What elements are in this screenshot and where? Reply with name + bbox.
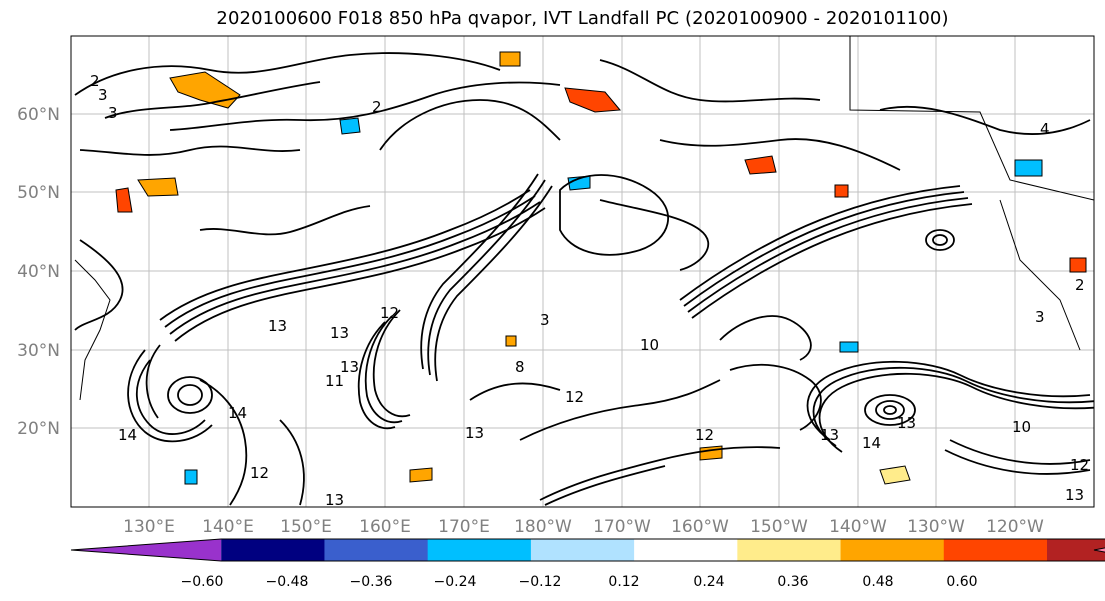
qvapor-shading [115, 51, 1087, 485]
lat-label: 40°N [17, 262, 60, 282]
contour-label: 2 [372, 98, 382, 116]
colorbar-bin [221, 539, 325, 561]
colorbar-tick: −0.60 [181, 574, 224, 590]
contour-label: 10 [640, 336, 659, 354]
colorbar-tick: −0.12 [519, 574, 562, 590]
contour-label: 12 [380, 304, 399, 322]
colorbar-bin [530, 539, 635, 561]
colorbar-tick: −0.48 [266, 574, 309, 590]
contour-label: 13 [465, 424, 484, 442]
contour-label: 14 [862, 434, 881, 452]
map-border [70, 35, 1095, 508]
lon-label: 140°W [829, 517, 887, 537]
contour-label: 3 [1035, 308, 1045, 326]
colorbar-bin [427, 539, 532, 561]
colorbar-tick: −0.24 [434, 574, 477, 590]
contour-label: 3 [540, 311, 550, 329]
colorbar-tick: 0.36 [777, 574, 808, 590]
contour-label: 13 [1065, 486, 1084, 504]
contour-label: 11 [325, 372, 344, 390]
colorbar-bin [1047, 539, 1105, 561]
lon-label: 120°W [986, 517, 1044, 537]
graticule [71, 36, 1094, 507]
contour-label: 13 [268, 317, 287, 335]
colorbar-bin [737, 539, 842, 561]
ivt-contours [74, 52, 1094, 506]
contour-label: 2 [1075, 276, 1085, 294]
contour-label: 12 [565, 388, 584, 406]
lon-label: 160°W [671, 517, 729, 537]
lon-label: 180°W [514, 517, 572, 537]
colorbar-bin [634, 539, 738, 561]
colorbar-extend-high [1094, 547, 1105, 553]
colorbar-bin [324, 539, 429, 561]
contour-label: 12 [250, 464, 269, 482]
contour-label: 10 [1012, 418, 1031, 436]
coastlines [74, 36, 1094, 401]
lon-label: 130°W [907, 517, 965, 537]
contour-label: 3 [98, 86, 108, 104]
contour-label: 13 [325, 491, 344, 509]
colorbar-tick: 0.12 [608, 574, 639, 590]
colorbar-ticks: −0.60 −0.48 −0.36 −0.24 −0.12 0.12 0.24 … [181, 574, 978, 590]
lon-label: 150°E [280, 517, 332, 537]
colorbar-bin [840, 539, 945, 561]
contour-label: 12 [695, 426, 714, 444]
colorbar-tick: 0.24 [693, 574, 724, 590]
contour-label: 13 [897, 414, 916, 432]
lat-label: 20°N [17, 419, 60, 439]
colorbar [70, 538, 1105, 562]
lon-label: 150°W [750, 517, 808, 537]
contour-label: 13 [340, 358, 359, 376]
lon-label: 170°E [438, 517, 490, 537]
lon-label: 160°E [359, 517, 411, 537]
contour-label: 2 [90, 72, 100, 90]
contour-label: 4 [1040, 120, 1050, 138]
contour-label: 14 [228, 404, 247, 422]
lat-label: 30°N [17, 341, 60, 361]
colorbar-outline [70, 538, 1105, 562]
lon-label: 130°E [123, 517, 175, 537]
contour-label: 13 [330, 324, 349, 342]
lat-label: 50°N [17, 183, 60, 203]
lat-label: 60°N [17, 105, 60, 125]
colorbar-tick: 0.60 [946, 574, 977, 590]
lon-label: 140°E [202, 517, 254, 537]
colorbar-tick: −0.36 [350, 574, 393, 590]
contour-label: 13 [820, 426, 839, 444]
contour-label: 14 [118, 426, 137, 444]
latitude-labels: 60°N 50°N 40°N 30°N 20°N [17, 105, 60, 439]
contour-label: 12 [1070, 456, 1089, 474]
contour-label: 8 [515, 358, 525, 376]
map-title: 2020100600 F018 850 hPa qvapor, IVT Land… [216, 8, 949, 29]
colorbar-bin [943, 539, 1048, 561]
colorbar-extend-low [71, 539, 222, 561]
contour-label: 3 [108, 104, 118, 122]
colorbar-tick: 0.48 [862, 574, 893, 590]
lon-label: 170°W [593, 517, 651, 537]
longitude-labels: 130°E 140°E 150°E 160°E 170°E 180°W 170°… [123, 517, 1044, 537]
